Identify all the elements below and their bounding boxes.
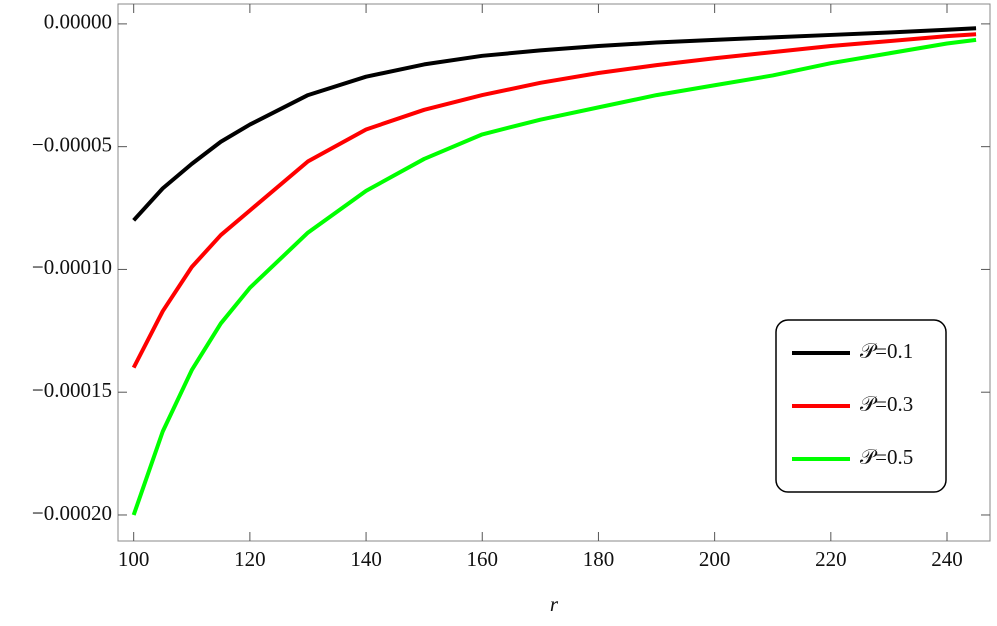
x-tick-label: 180 [583,547,615,571]
series-line [131,37,977,516]
series-line [132,26,977,222]
y-tick-label: −0.00020 [32,501,112,525]
y-tick-label: −0.00005 [32,132,112,156]
legend-label: 𝒫=0.5 [860,445,913,469]
x-tick-label: 100 [118,547,150,571]
plot-frame [117,3,991,542]
y-tick-label: −0.00015 [32,378,112,402]
x-tick-label: 240 [931,547,963,571]
legend-label: 𝒫=0.3 [860,392,913,416]
legend-box [775,319,947,493]
x-tick-label: 220 [815,547,847,571]
x-tick-label: 160 [467,547,499,571]
y-tick-label: −0.00010 [32,255,112,279]
legend-label: 𝒫=0.1 [860,339,913,363]
x-tick-label: 200 [699,547,731,571]
x-tick-label: 120 [234,547,266,571]
y-tick-label: 0.00000 [44,10,112,34]
x-tick-label: 140 [350,547,382,571]
series-line [131,32,977,369]
x-axis-label: r [550,592,559,616]
